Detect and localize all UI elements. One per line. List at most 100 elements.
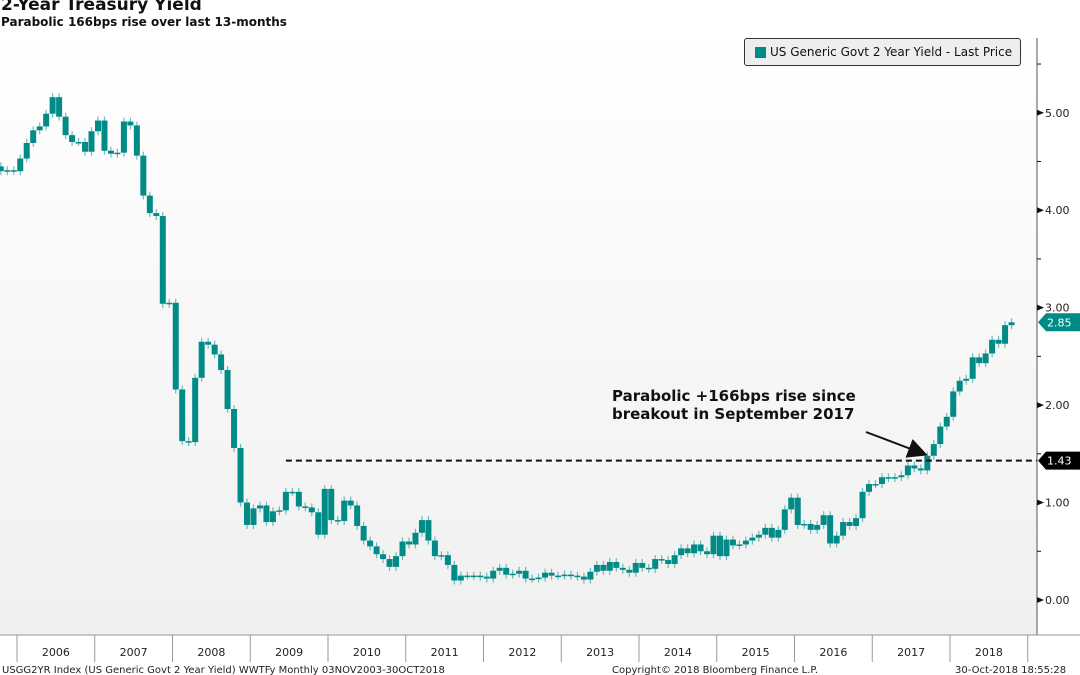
candle-body xyxy=(263,505,270,523)
x-tick-label: 2017 xyxy=(897,646,925,659)
x-tick-label: 2018 xyxy=(975,646,1003,659)
candle-body xyxy=(775,529,782,538)
candle-body xyxy=(464,575,471,578)
candle-body xyxy=(580,576,587,580)
candle-body xyxy=(626,569,633,573)
candle-body xyxy=(30,130,37,143)
candle-body xyxy=(716,535,723,557)
candle-body xyxy=(781,509,788,530)
candle-body xyxy=(878,477,885,485)
candle-body xyxy=(736,544,743,546)
candle-body xyxy=(891,477,898,479)
candle-body xyxy=(503,567,510,575)
candle-body xyxy=(36,126,43,131)
candle-body xyxy=(101,120,108,151)
candle-body xyxy=(976,357,983,364)
candle-body xyxy=(367,540,374,547)
candle-body xyxy=(600,564,607,571)
chart-subtitle: Parabolic 166bps rise over last 13-month… xyxy=(1,15,287,29)
candle-body xyxy=(302,506,309,508)
candle-body xyxy=(17,158,24,172)
candle-body xyxy=(969,357,976,379)
candle-body xyxy=(723,539,730,557)
annotation-line-2: breakout in September 2017 xyxy=(612,405,854,423)
candle-body xyxy=(256,505,263,509)
candle-body xyxy=(231,408,238,448)
candle-body xyxy=(820,515,827,525)
candle-body xyxy=(911,465,918,469)
candle-body xyxy=(755,534,762,538)
candle-body xyxy=(153,213,160,217)
y-tick-label: 3.00 xyxy=(1045,302,1070,315)
candle-body xyxy=(205,341,212,345)
candle-body xyxy=(496,567,503,571)
candle-body xyxy=(982,353,989,364)
y-tick-label: 4.00 xyxy=(1045,204,1070,217)
candle-body xyxy=(956,380,963,392)
candle-body xyxy=(321,488,328,535)
candle-body xyxy=(341,500,348,522)
candle-body xyxy=(561,574,568,577)
candle-body xyxy=(166,302,173,305)
candle-body xyxy=(418,520,425,533)
candle-body xyxy=(308,507,315,513)
x-tick-label: 2009 xyxy=(275,646,303,659)
candle-body xyxy=(729,539,736,546)
candle-body xyxy=(606,561,613,571)
candle-body xyxy=(477,575,484,578)
candle-body xyxy=(529,578,536,581)
annotation-line-1: Parabolic +166bps rise since xyxy=(612,387,856,405)
candle-body xyxy=(315,512,322,535)
candle-body xyxy=(328,488,335,521)
candle-body xyxy=(483,576,490,579)
candle-body xyxy=(438,555,445,557)
y-tick-label: 2.00 xyxy=(1045,399,1070,412)
candle-body xyxy=(995,339,1002,344)
candle-body xyxy=(671,555,678,564)
candle-body xyxy=(159,216,166,304)
candle-body xyxy=(619,567,626,570)
candle-body xyxy=(814,524,821,530)
legend: US Generic Govt 2 Year Yield - Last Pric… xyxy=(744,38,1022,66)
candle-body xyxy=(613,561,620,568)
candle-body xyxy=(43,113,50,127)
chart-title: 2-Year Treasury Yield xyxy=(1,0,202,15)
candle-body xyxy=(898,475,905,478)
candle-body xyxy=(762,527,769,535)
candle-body xyxy=(710,535,717,555)
x-axis: 2006 2007 2008 2009 2010 2011 2012 2013 2014 2015… xyxy=(0,634,1080,662)
candle-body xyxy=(198,341,205,378)
candle-body xyxy=(470,575,477,578)
candle-body xyxy=(943,416,950,427)
candle-body xyxy=(937,426,944,445)
y-tick-mark xyxy=(1037,402,1044,409)
y-tick-mark xyxy=(1037,109,1044,116)
x-tick-label: 2012 xyxy=(508,646,536,659)
footer-right: 30-Oct-2018 18:55:28 xyxy=(955,665,1066,675)
legend-label: US Generic Govt 2 Year Yield - Last Pric… xyxy=(770,45,1013,59)
candle-body xyxy=(386,559,393,567)
x-tick-label: 2016 xyxy=(819,646,847,659)
candle-body xyxy=(107,150,114,154)
candle-body xyxy=(399,541,406,557)
candle-body xyxy=(665,560,672,564)
reference-label: 1.43 xyxy=(1047,455,1072,468)
candle-body xyxy=(807,523,814,530)
candle-body xyxy=(140,155,147,196)
candle-body xyxy=(859,491,866,519)
candle-body xyxy=(10,170,17,172)
candle-body xyxy=(185,441,192,443)
candle-body xyxy=(704,551,711,555)
candle-body xyxy=(691,544,698,554)
x-tick-label: 2008 xyxy=(197,646,225,659)
y-tick-label: 1.00 xyxy=(1045,497,1070,510)
y-tick-mark xyxy=(1037,499,1044,506)
candle-body xyxy=(354,505,361,526)
candle-body xyxy=(380,554,387,560)
candle-body xyxy=(749,537,756,541)
candle-body xyxy=(535,577,542,580)
y-tick-mark xyxy=(1037,304,1044,311)
candle-body xyxy=(516,570,523,574)
candle-body xyxy=(801,523,808,526)
candle-body xyxy=(276,510,283,512)
